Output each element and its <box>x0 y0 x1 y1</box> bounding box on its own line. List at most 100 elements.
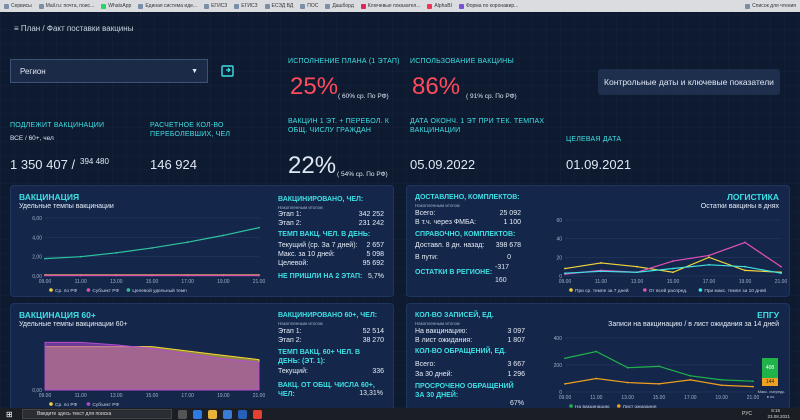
p4-b2: За 30 дней: 1 296 <box>415 371 525 378</box>
end-title: ДАТА ОКОНЧ. 1 ЭТ ПРИ ТЕК. ТЕМПАХ ВАКЦИНА… <box>410 118 545 134</box>
x-tick-label: 11.00 <box>595 279 607 285</box>
plan-note: ( 60% ср. По РФ) <box>338 93 389 100</box>
x-tick-label: 19.00 <box>739 279 752 285</box>
epgu-chart: 400 200 009.00 11.00 13.00 15.00 17.00 19.00 21.… <box>554 336 759 410</box>
taskbar-search[interactable]: Введите здесь текст для поиска <box>22 409 172 419</box>
data-point <box>708 254 710 257</box>
taskbar: ⊞ Введите здесь текст для поиска РУС 8:1… <box>0 408 800 420</box>
explorer-icon[interactable] <box>208 409 217 419</box>
p1-e1: Этап 1: 342 252 <box>278 211 384 218</box>
bookmark-5[interactable]: ЕГИСЗ <box>234 3 258 9</box>
x-tick-label: 19.00 <box>217 393 230 399</box>
subj-title: ПОДЛЕЖИТ ВАКЦИНАЦИИ <box>10 122 105 129</box>
data-point <box>115 251 118 254</box>
data-point <box>720 378 723 381</box>
x-tick-label: 13.00 <box>621 395 634 401</box>
legend-marker <box>617 404 621 408</box>
x-tick-label: 13.00 <box>631 279 644 285</box>
data-point <box>744 241 746 244</box>
p4-b1: Всего: 3 667 <box>415 361 525 368</box>
end-value: 05.09.2022 <box>410 157 476 172</box>
windows-icon[interactable]: ⊞ <box>6 409 13 419</box>
bookmark-1[interactable]: Mail.ru: почта, поис... <box>38 3 94 9</box>
data-point <box>600 262 602 264</box>
y-tick-label: 0,00 <box>32 274 42 280</box>
epgu-panel: КОЛ-ВО ЗАПИСЕЙ, ЕД. Накопленным итогом Н… <box>406 303 790 411</box>
data-point <box>720 384 723 387</box>
x-tick-label: 17.00 <box>703 279 716 285</box>
data-point <box>564 383 566 385</box>
use-title: ИСПОЛЬЗОВАНИЕ ВАКЦИНЫ <box>410 58 514 65</box>
p2-h1s: Накопленным итогом <box>278 321 323 326</box>
p3-h3b: 160 <box>495 277 507 284</box>
p4-title: КОЛ-ВО ЗАПИСЕЙ, ЕД. <box>415 312 494 319</box>
p1-h1: ВАКЦИНИРОВАНО, ЧЕЛ: <box>278 196 364 203</box>
data-point <box>626 381 629 384</box>
p1-t2: Макс. за 10 дней: 5 098 <box>278 251 384 258</box>
p3-sub: Накопленным итогом <box>415 203 460 208</box>
x-tick-label: 17.00 <box>684 395 697 401</box>
y-tick-label: 200 <box>554 363 563 369</box>
x-tick-label: 11.00 <box>75 393 87 399</box>
bookmark-9[interactable]: Ключевые показател... <box>360 3 420 9</box>
legend-marker <box>49 402 53 406</box>
legend-marker <box>569 404 573 408</box>
chrome-icon[interactable] <box>253 409 262 419</box>
legend-label: На вакцинацию <box>575 404 610 410</box>
logistics-chart: 60 40 20 009.00 11.00 13.00 15.00 17.00 19.00 21.… <box>556 218 787 294</box>
x-tick-label: 21.00 <box>747 395 759 401</box>
x-tick-label: 21.00 <box>775 279 787 285</box>
bookmark-4[interactable]: ЕГИСЗ <box>204 3 227 9</box>
bookmark-6[interactable]: ЕСЭД ВД <box>264 3 293 9</box>
bookmark-3[interactable]: Единая система иде... <box>138 3 197 9</box>
data-point <box>780 265 782 268</box>
p1-h1s: Накопленным итогом <box>278 205 323 210</box>
p1-sub: Удельные темпы вакцинации <box>19 203 114 210</box>
globe-icon <box>264 3 270 9</box>
edge-icon[interactable] <box>193 409 202 419</box>
globe-icon <box>138 3 144 9</box>
bookmark-10[interactable]: AlphaBI <box>427 3 452 9</box>
y-tick-label: 400 <box>554 336 563 342</box>
legend-label: Целевой удельный темп <box>132 287 187 294</box>
bookmark-11[interactable]: Форма по коронавир... <box>458 3 518 9</box>
reading-list[interactable]: Список для чтения <box>745 3 796 9</box>
key-dates-button[interactable]: Контрольные даты и ключевые показатели <box>598 69 780 95</box>
y-tick-label: 2,00 <box>32 255 42 261</box>
data-point <box>595 350 598 353</box>
data-point <box>672 267 674 270</box>
x-tick-label: 15.00 <box>146 279 159 285</box>
subj-all: 1 350 407 / <box>10 157 76 172</box>
vaccination-60-panel: ВАКЦИНАЦИЯ 60+ Удельные темпы вакцинации… <box>10 303 394 411</box>
p3-h3: ОСТАТКИ В РЕГИОНЕ: <box>415 269 493 276</box>
region-select[interactable]: Регион ▼ <box>10 59 208 83</box>
target-title: ЦЕЛЕВАЯ ДАТА <box>566 136 622 143</box>
globe-icon <box>234 3 240 9</box>
bookmark-0[interactable]: Сервисы <box>4 3 32 9</box>
queue-bar-top: 408 <box>762 358 778 378</box>
p3-title: ДОСТАВЛЕНО, КОМПЛЕКТОВ: <box>415 194 520 201</box>
data-point <box>258 226 260 229</box>
y-tick-label: 0 <box>559 274 562 280</box>
p3-h2: СПРАВОЧНО, КОМПЛЕКТОВ: <box>415 231 516 238</box>
mail-icon[interactable] <box>238 409 247 419</box>
x-tick-label: 09.00 <box>39 279 52 285</box>
bookmark-8[interactable]: Дашборд <box>325 3 354 9</box>
vac-title: ВАКЦИН 1 ЭТ. + ПЕРЕБОЛ. К ОБЩ. ЧИСЛУ ГРА… <box>288 118 390 134</box>
lang[interactable]: РУС <box>741 411 752 417</box>
p2-h2: ТЕМП ВАКЦ. 60+ ЧЕЛ. В ДЕНЬ: (ЭТ. 1): <box>278 349 361 365</box>
x-tick-label: 15.00 <box>146 393 159 399</box>
p3-b2: В пути: 0 <box>415 254 511 261</box>
export-icon[interactable] <box>221 64 235 78</box>
x-tick-label: 09.00 <box>559 279 572 285</box>
data-point <box>658 383 660 385</box>
series-line-0 <box>564 256 782 273</box>
bookmark-2[interactable]: WhatsApp <box>101 3 131 9</box>
menu-icon[interactable]: ≡ <box>14 24 19 33</box>
store-icon[interactable] <box>223 409 232 419</box>
legend-marker <box>698 288 703 292</box>
taskview-icon[interactable] <box>178 409 187 419</box>
legend-label: Субъект РФ <box>92 402 119 408</box>
bookmark-7[interactable]: ПОС <box>300 3 318 9</box>
